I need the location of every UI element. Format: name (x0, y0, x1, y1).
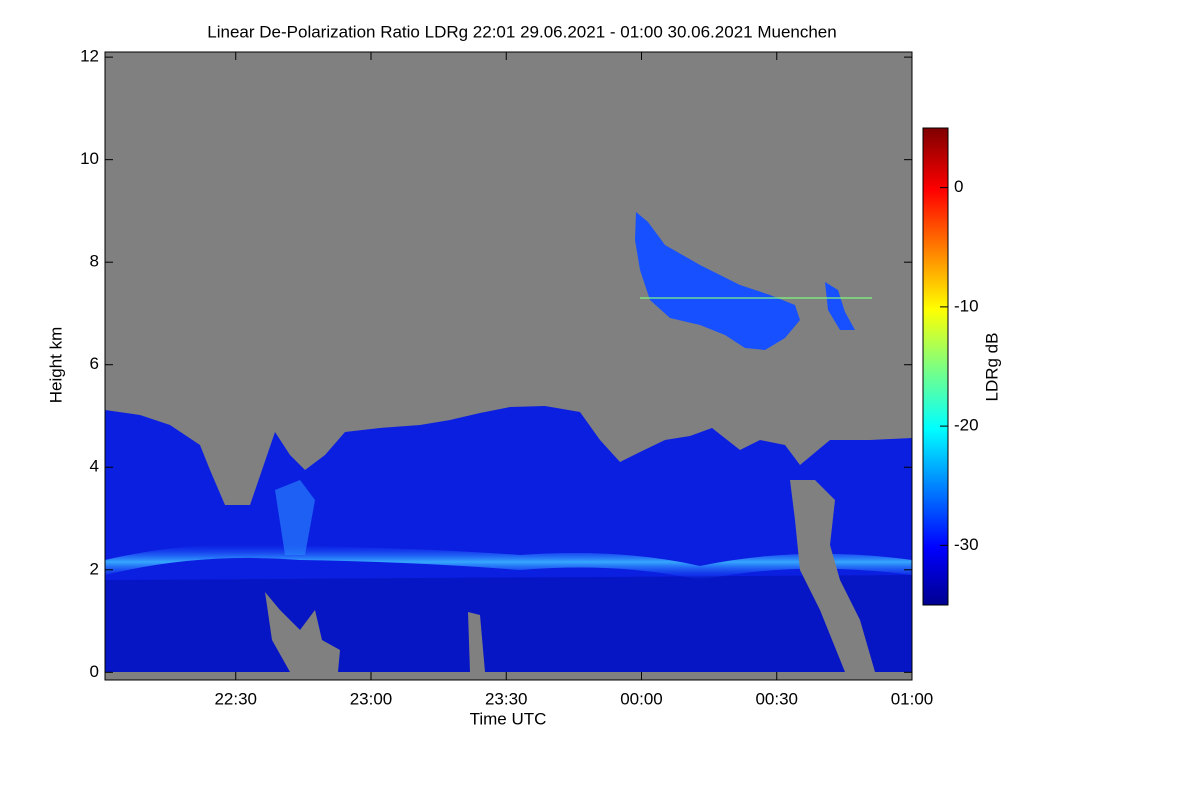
y-tick-label: 0 (90, 662, 99, 681)
chart-title: Linear De-Polarization Ratio LDRg 22:01 … (207, 22, 836, 41)
y-axis-label: Height km (46, 327, 65, 404)
upper-cloud (635, 212, 800, 350)
x-tick-label: 23:00 (350, 689, 393, 708)
x-tick-label: 00:30 (755, 689, 798, 708)
y-tick-label: 2 (90, 559, 99, 578)
gray-patch (790, 480, 875, 672)
colorbar-tick-label: -10 (954, 296, 979, 315)
y-tick-label: 12 (80, 47, 99, 66)
upper-cloud (825, 282, 855, 330)
colorbar (922, 127, 949, 606)
x-tick-label: 23:30 (485, 689, 528, 708)
x-tick-label: 00:00 (620, 689, 663, 708)
colorbar-tick-label: -30 (954, 535, 979, 554)
colorbar-tick-label: 0 (954, 177, 963, 196)
y-tick-label: 6 (90, 354, 99, 373)
plot-frame (104, 51, 913, 681)
gray-patch (468, 612, 485, 672)
x-tick-label: 22:30 (214, 689, 257, 708)
x-tick-label: 01:00 (891, 689, 934, 708)
dark-lower (105, 575, 912, 672)
gray-patch (265, 592, 340, 672)
colorbar-label: LDRg dB (982, 333, 1001, 402)
streaks (275, 480, 315, 555)
x-axis-label: Time UTC (470, 709, 547, 728)
field (105, 52, 912, 680)
y-tick-label: 10 (80, 149, 99, 168)
y-tick-label: 8 (90, 252, 99, 271)
bright-band (105, 543, 912, 580)
y-tick-label: 4 (90, 457, 99, 476)
colorbar-tick-label: -20 (954, 416, 979, 435)
